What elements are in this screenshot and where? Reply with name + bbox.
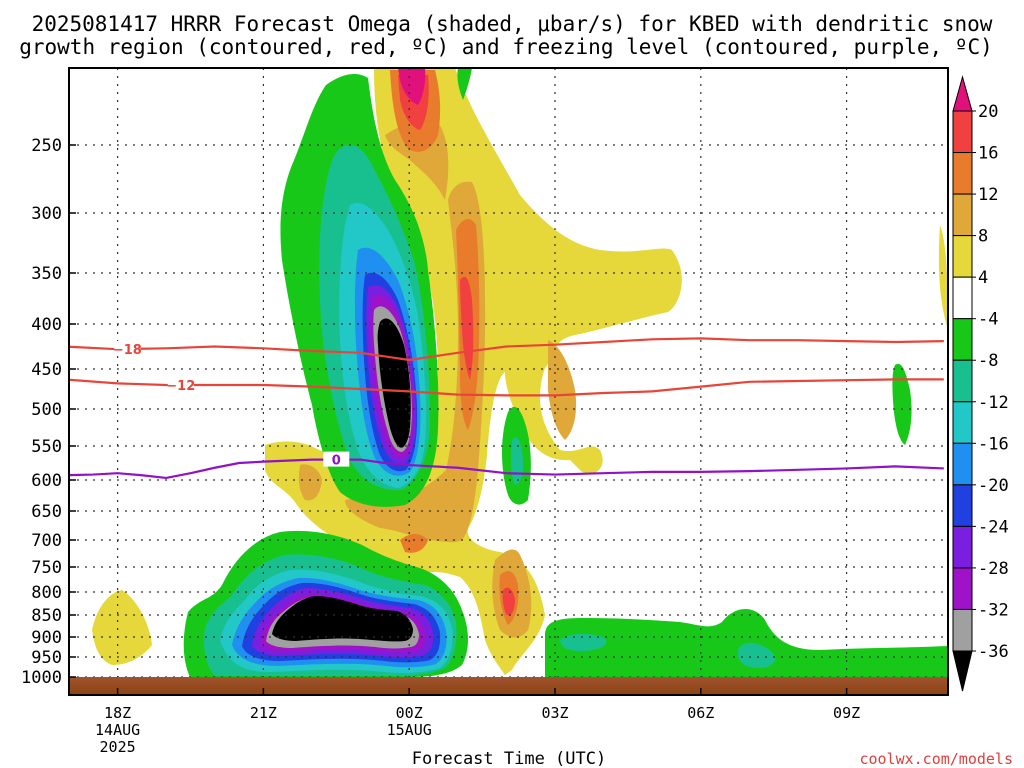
- colorbar-label: -32: [978, 600, 1009, 620]
- x-tick-date: 15AUG: [387, 721, 432, 739]
- shade-green-lowright: [545, 608, 948, 677]
- y-tick-label: 950: [31, 648, 62, 668]
- shade-magenta-top: [398, 68, 426, 105]
- shade-teal-lowright-1: [560, 633, 607, 652]
- colorbar-label: 4: [978, 268, 988, 288]
- shade-amber-small-left: [298, 464, 322, 501]
- y-tick-label: 650: [31, 502, 62, 522]
- plot-area: −18 −12 0 250 300 350 400 450 500 550 600 650 700 75…: [21, 67, 949, 756]
- y-tick-label: 800: [31, 583, 62, 603]
- y-tick-label: 400: [31, 315, 62, 335]
- dotted-grid: [69, 68, 948, 695]
- colorbar-band: [952, 484, 973, 527]
- colorbar-label: -4: [978, 310, 998, 330]
- y-tick-label: 1000: [21, 668, 62, 688]
- y-tick-label: 750: [31, 558, 62, 578]
- y-tick-label: 450: [31, 360, 62, 380]
- colorbar-label: -36: [978, 642, 1009, 662]
- shade-amber-column: [345, 181, 486, 543]
- colorbar-label: -8: [978, 351, 998, 371]
- contour-label-0: 0: [332, 454, 341, 469]
- colorbar-label: 12: [978, 185, 998, 205]
- y-tick-label: 850: [31, 606, 62, 626]
- y-axis-ticks: 2503003504004505005506006507007508008509…: [21, 136, 76, 688]
- colorbar: 20 16 12 8 4 -4 -8 -12 -16 -20 -24 -28 -32 -36: [952, 75, 1009, 692]
- colorbar-top-arrow: [952, 75, 973, 112]
- y-tick-label: 250: [31, 136, 62, 156]
- colorbar-band: [952, 193, 973, 237]
- y-tick-label: 500: [31, 400, 62, 420]
- y-tick-label: 700: [31, 531, 62, 551]
- contour--12: [69, 378, 944, 397]
- colorbar-band: [952, 567, 973, 610]
- colorbar-label: 20: [978, 102, 998, 122]
- x-axis-label: Forecast Time (UTC): [412, 749, 606, 768]
- colorbar-label: 8: [978, 227, 988, 247]
- x-tick-label: 09Z: [833, 704, 860, 722]
- y-tick-label: 550: [31, 437, 62, 457]
- colorbar-label: -28: [978, 559, 1009, 579]
- shade-black-upper: [377, 318, 411, 448]
- contour-label--18: −18: [113, 343, 142, 358]
- colorbar-label: -12: [978, 393, 1009, 413]
- colorbar-band: [952, 110, 973, 154]
- plot-frame: [68, 67, 949, 696]
- colorbar-band: [952, 318, 973, 361]
- colorbar-label: -16: [978, 434, 1009, 454]
- shade-green-sliver: [457, 68, 472, 100]
- chart-title-line-2: growth region (contoured, red, ºC) and f…: [19, 35, 993, 59]
- colorbar-band: [952, 235, 973, 278]
- shade-red-column: [460, 276, 474, 380]
- y-tick-label: 300: [31, 204, 62, 224]
- source-credit: coolwx.com/models: [859, 750, 1013, 768]
- x-tick-date: 14AUG: [95, 721, 140, 739]
- temperature-contours: −18 −12 0: [69, 337, 944, 480]
- x-tick-label: 21Z: [250, 704, 277, 722]
- x-tick-label: 03Z: [541, 704, 568, 722]
- colorbar-label: -24: [978, 517, 1009, 537]
- colorbar-band: [952, 525, 973, 569]
- colorbar-label: -20: [978, 476, 1009, 496]
- y-tick-label: 600: [31, 471, 62, 491]
- contour-label-bg: [167, 377, 194, 392]
- shade-black-lower: [272, 596, 413, 642]
- colorbar-band: [952, 359, 973, 403]
- y-tick-label: 350: [31, 264, 62, 284]
- y-tick-label: 900: [31, 628, 62, 648]
- x-tick-year: 2025: [100, 738, 136, 756]
- colorbar-bottom-arrow: [952, 650, 973, 692]
- omega-shading: [92, 68, 948, 677]
- x-tick-label: 06Z: [687, 704, 714, 722]
- colorbar-band: [952, 608, 973, 652]
- colorbar-band: [952, 401, 973, 444]
- chart-title-line-1: 2025081417 HRRR Forecast Omega (shaded, …: [32, 12, 993, 36]
- colorbar-band: [952, 276, 973, 320]
- shade-yellow-small: [92, 590, 152, 665]
- contour-0: [69, 458, 944, 480]
- contour--18: [69, 337, 944, 362]
- shade-green-right: [892, 363, 912, 445]
- shade-teal-lowright-2: [737, 642, 776, 668]
- colorbar-band: [952, 152, 973, 195]
- x-tick-label: 00Z: [396, 704, 423, 722]
- ground-surface: [69, 677, 948, 695]
- shade-orange-dot: [400, 534, 428, 553]
- contour-label--12: −12: [166, 379, 195, 394]
- contour-label-bg: [323, 451, 350, 467]
- colorbar-label: 16: [978, 144, 998, 164]
- colorbar-band: [952, 442, 973, 486]
- contour-label-bg: [114, 341, 141, 357]
- shade-red-low: [502, 587, 515, 616]
- x-tick-label: 18Z: [104, 704, 131, 722]
- shade-yellow-edge: [938, 225, 948, 330]
